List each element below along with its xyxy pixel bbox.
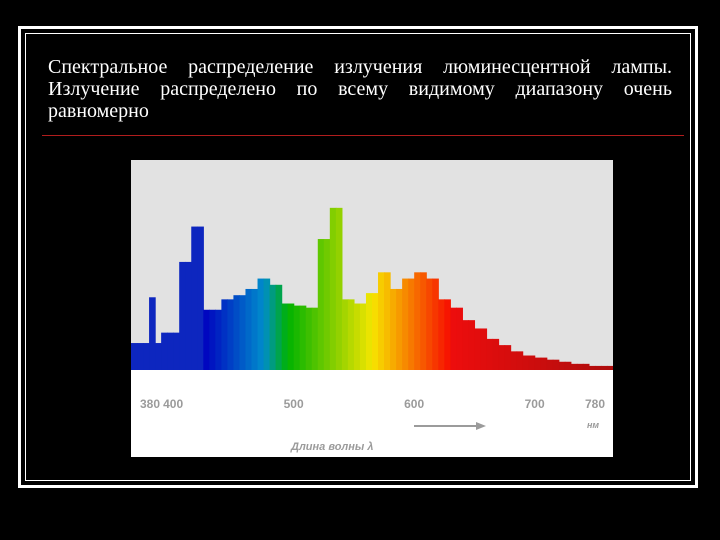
spectrum-bar bbox=[396, 288, 403, 370]
spectrum-bar bbox=[305, 307, 313, 370]
spectrum-bar bbox=[600, 365, 608, 370]
unit-label: нм bbox=[587, 420, 599, 430]
spectrum-bar bbox=[287, 303, 295, 370]
spectrum-bar bbox=[155, 343, 162, 370]
spectrum-bar bbox=[534, 357, 542, 370]
spectrum-bar bbox=[594, 365, 602, 370]
spectrum-bar bbox=[281, 303, 289, 370]
spectrum-bar bbox=[263, 278, 271, 370]
spectrum-bar bbox=[372, 293, 379, 370]
spectrum-bar bbox=[209, 309, 216, 370]
spectrum-bar bbox=[498, 345, 506, 370]
spectrum-bar bbox=[233, 295, 241, 370]
x-axis-label: Длина волны λ bbox=[290, 441, 373, 453]
spectrum-chart: 380 400 500 600 700 780 нм Длина волны λ bbox=[131, 160, 613, 457]
spectrum-bar bbox=[293, 305, 301, 370]
spectrum-bar bbox=[486, 338, 494, 370]
spectrum-bar bbox=[275, 284, 283, 370]
spectrum-bar bbox=[299, 305, 307, 370]
slide-inner-frame bbox=[25, 33, 691, 481]
spectrum-bar bbox=[450, 307, 457, 370]
axis-band bbox=[131, 370, 613, 457]
tick-label: 700 bbox=[525, 397, 545, 411]
tick-label: 500 bbox=[284, 397, 304, 411]
spectrum-bar bbox=[239, 295, 247, 370]
spectrum-bar bbox=[480, 328, 488, 370]
spectrum-bar bbox=[359, 303, 367, 370]
spectrum-bar bbox=[570, 363, 578, 370]
tick-label: 600 bbox=[404, 397, 424, 411]
spectrum-bar bbox=[408, 278, 415, 370]
spectrum-bar bbox=[227, 299, 235, 370]
spectrum-bar bbox=[558, 361, 566, 370]
wavelength-arrow-head bbox=[476, 422, 486, 430]
spectrum-bar bbox=[432, 278, 439, 370]
spectrum-bar bbox=[257, 278, 265, 370]
spectrum-bar bbox=[269, 284, 277, 370]
spectrum-bar bbox=[576, 363, 584, 370]
spectrum-bar bbox=[420, 272, 427, 370]
spectrum-bar bbox=[522, 355, 530, 370]
spectrum-bar bbox=[215, 309, 222, 370]
spectrum-bar bbox=[221, 299, 229, 370]
spectrum-bar bbox=[347, 299, 355, 370]
spectrum-bar bbox=[245, 288, 253, 370]
spectrum-bar bbox=[179, 261, 186, 370]
spectrum-bar bbox=[438, 299, 445, 370]
spectrum-bar bbox=[516, 351, 524, 370]
spectrum-bar bbox=[582, 363, 590, 370]
spectrum-bar bbox=[528, 355, 536, 370]
slide-caption: Спектральное распределение излучения люм… bbox=[48, 56, 672, 122]
caption-divider bbox=[42, 135, 684, 136]
spectrum-bar bbox=[426, 278, 433, 370]
spectrum-bar bbox=[317, 239, 325, 370]
spectrum-bars bbox=[131, 207, 613, 370]
tick-label: 380 bbox=[140, 397, 160, 411]
spectrum-bar bbox=[311, 307, 319, 370]
spectrum-bar bbox=[197, 226, 204, 370]
slide-outer-frame bbox=[18, 26, 698, 488]
spectrum-bar bbox=[143, 343, 150, 370]
spectrum-bar bbox=[588, 365, 596, 370]
spectrum-bar bbox=[191, 226, 198, 370]
spectrum-bar bbox=[468, 320, 476, 370]
spectrum-bar bbox=[510, 351, 518, 370]
spectrum-bar bbox=[167, 332, 174, 370]
spectrum-bar bbox=[474, 328, 482, 370]
spectrum-bar bbox=[384, 272, 391, 370]
spectrum-bar bbox=[353, 303, 361, 370]
spectrum-bar bbox=[137, 343, 144, 370]
spectrum-bar bbox=[323, 239, 331, 370]
tick-label: 780 bbox=[585, 397, 605, 411]
spectrum-bar bbox=[149, 297, 156, 370]
tick-labels: 380 400 500 600 700 780 bbox=[140, 397, 605, 411]
spectrum-bar bbox=[540, 357, 548, 370]
spectrum-bar bbox=[492, 338, 500, 370]
spectrum-bar bbox=[390, 288, 397, 370]
spectrum-bar bbox=[564, 361, 572, 370]
spectrum-bar bbox=[504, 345, 512, 370]
spectrum-bar bbox=[185, 261, 192, 370]
spectrum-bar bbox=[335, 207, 343, 370]
spectrum-bar bbox=[402, 278, 409, 370]
spectrum-bar bbox=[378, 272, 385, 370]
spectrum-bar bbox=[456, 307, 463, 370]
spectrum-bar bbox=[173, 332, 180, 370]
spectrum-bar bbox=[444, 299, 451, 370]
spectrum-bar bbox=[161, 332, 168, 370]
spectrum-bar bbox=[251, 288, 259, 370]
spectrum-bar bbox=[365, 293, 373, 370]
spectrum-bar bbox=[462, 320, 469, 370]
spectrum-svg: 380 400 500 600 700 780 нм Длина волны λ bbox=[131, 160, 613, 457]
spectrum-bar bbox=[203, 309, 210, 370]
spectrum-bar bbox=[606, 365, 613, 370]
spectrum-bar bbox=[414, 272, 421, 370]
spectrum-bar bbox=[546, 359, 554, 370]
spectrum-bar bbox=[552, 359, 560, 370]
spectrum-bar bbox=[341, 299, 349, 370]
spectrum-bar bbox=[131, 343, 138, 370]
tick-label: 400 bbox=[163, 397, 183, 411]
spectrum-bar bbox=[329, 207, 337, 370]
